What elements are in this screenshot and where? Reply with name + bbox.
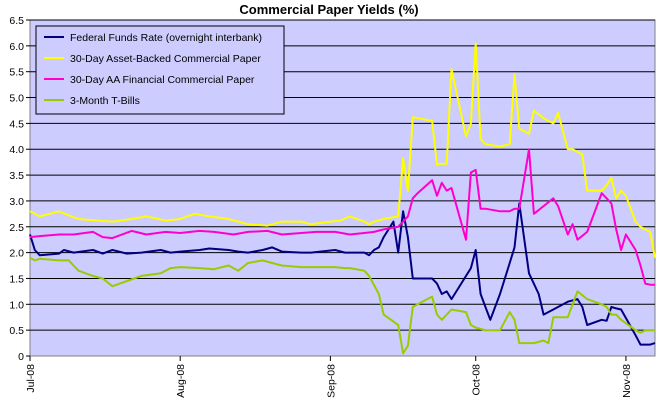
y-tick-label: 0 xyxy=(18,351,24,363)
series-line-3 xyxy=(29,148,655,286)
y-tick-label: 6.5 xyxy=(9,15,24,27)
legend-label: 30-Day AA Financial Commercial Paper xyxy=(70,74,255,86)
y-tick-label: 1.5 xyxy=(9,273,24,285)
y-tick-label: 4.0 xyxy=(9,144,24,156)
y-tick-label: 3.5 xyxy=(9,170,24,182)
legend-label: Federal Funds Rate (overnight interbank) xyxy=(70,32,262,44)
series-line-4 xyxy=(29,256,655,355)
y-tick-label: 4.5 xyxy=(9,118,24,130)
legend: Federal Funds Rate (overnight interbank)… xyxy=(35,25,285,115)
x-tick-label: Nov-08 xyxy=(621,364,633,398)
legend-box xyxy=(35,25,285,115)
x-tick-label: Sep-08 xyxy=(325,364,337,398)
chart-title: Commercial Paper Yields (%) xyxy=(239,2,418,17)
y-tick-label: 3.0 xyxy=(9,196,24,208)
series-lines xyxy=(29,42,656,355)
legend-label: 30-Day Asset-Backed Commercial Paper xyxy=(70,53,261,65)
y-tick-label: 0.5 xyxy=(9,325,24,337)
y-axis: 0 0.5 1.0 1.5 2.0 2.5 3.0 3.5 4.0 4.5 5.0 5.5 6.0 6.5 xyxy=(9,15,30,363)
x-tick-label: Jul-08 xyxy=(25,364,37,393)
legend-label: 3-Month T-Bills xyxy=(70,95,140,107)
series-line-1 xyxy=(29,202,656,346)
y-tick-label: 2.0 xyxy=(9,248,24,260)
x-axis: Jul-08 Aug-08 Sep-08 Oct-08 Nov-08 xyxy=(25,356,633,398)
x-tick-label: Oct-08 xyxy=(471,364,483,396)
y-tick-label: 1.0 xyxy=(9,299,24,311)
y-tick-label: 5.5 xyxy=(9,67,24,79)
series-line-2 xyxy=(29,42,656,258)
y-tick-label: 2.5 xyxy=(9,222,24,234)
x-tick-label: Aug-08 xyxy=(175,364,187,398)
y-tick-label: 5.0 xyxy=(9,93,24,105)
y-tick-label: 6.0 xyxy=(9,41,24,53)
